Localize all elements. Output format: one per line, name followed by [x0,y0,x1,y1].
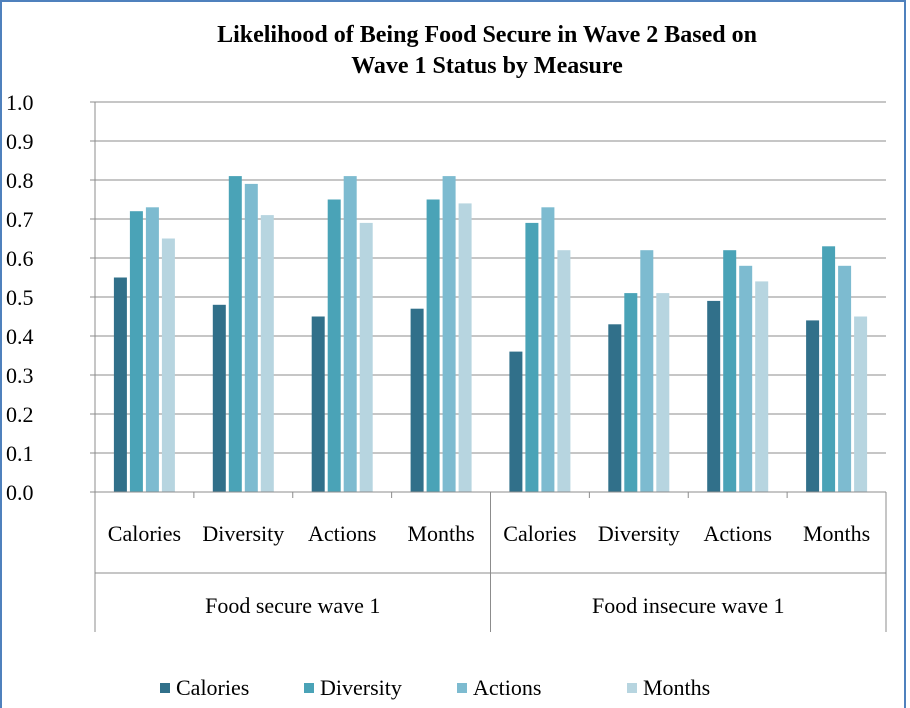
bar-calories-3 [311,316,325,492]
x-category-label: Months [407,521,474,546]
bar-diversity-4 [426,199,440,492]
legend-label: Calories [176,675,250,700]
x-category-label: Calories [503,521,576,546]
legend-item-actions: Actions [457,675,541,701]
bar-actions-1 [145,207,159,493]
legend-swatch [160,683,170,693]
bar-actions-8 [838,265,852,492]
bar-diversity-8 [822,246,836,492]
y-tick-label: 0.0 [6,480,34,505]
legend-label: Months [643,675,711,700]
legend-swatch [457,683,467,693]
legend-swatch [304,683,314,693]
bar-months-7 [755,281,769,492]
legend-item-calories: Calories [160,675,249,701]
bar-months-6 [656,293,670,492]
bar-calories-6 [608,324,622,492]
bar-diversity-6 [624,293,638,492]
bar-diversity-5 [525,222,539,492]
bar-actions-7 [739,265,753,492]
x-category-label: Actions [703,521,771,546]
y-tick-label: 0.3 [6,363,34,388]
chart-title-line-2: Wave 1 Status by Measure [351,53,623,79]
x-category-label: Calories [108,521,181,546]
bar-calories-8 [806,320,820,492]
bar-months-4 [458,203,472,492]
x-category-label: Months [803,521,870,546]
legend-item-months: Months [627,675,710,701]
legend-item-diversity: Diversity [304,675,402,701]
y-tick-label: 0.2 [6,402,34,427]
x-category-label: Diversity [598,521,680,546]
bar-calories-5 [509,351,523,492]
legend-swatch [627,683,637,693]
chart-title: Likelihood of Being Food Secure in Wave … [2,20,910,82]
bar-diversity-3 [327,199,341,492]
bar-calories-4 [410,308,424,492]
bar-calories-7 [707,300,721,492]
y-tick-label: 1.0 [6,90,34,115]
bar-actions-3 [343,176,357,492]
x-category-label: Diversity [202,521,284,546]
bar-months-5 [557,250,571,492]
y-tick-label: 0.4 [6,324,34,349]
bar-months-2 [260,215,274,492]
bar-months-1 [161,238,175,492]
chart-legend: Calories Diversity Actions Months [0,675,910,703]
bar-actions-5 [541,207,555,493]
y-tick-label: 0.8 [6,168,34,193]
bar-actions-6 [640,250,654,492]
bar-diversity-2 [228,176,242,492]
bar-diversity-1 [129,211,143,492]
y-tick-label: 0.6 [6,246,34,271]
bar-calories-1 [113,277,127,492]
legend-label: Actions [473,675,542,700]
y-tick-label: 0.1 [6,441,34,466]
y-tick-label: 0.9 [6,129,34,154]
bar-actions-4 [442,176,456,492]
bar-calories-2 [212,304,226,492]
y-tick-label: 0.7 [6,207,34,232]
bar-diversity-7 [723,250,737,492]
x-category-label: Actions [308,521,376,546]
legend-label: Diversity [320,675,402,700]
bar-actions-2 [244,183,258,492]
x-group-label: Food secure wave 1 [205,593,380,618]
bar-months-3 [359,222,373,492]
x-group-label: Food insecure wave 1 [592,593,784,618]
chart-title-line-1: Likelihood of Being Food Secure in Wave … [217,22,757,48]
y-tick-label: 0.5 [6,285,34,310]
bar-months-8 [854,316,868,492]
